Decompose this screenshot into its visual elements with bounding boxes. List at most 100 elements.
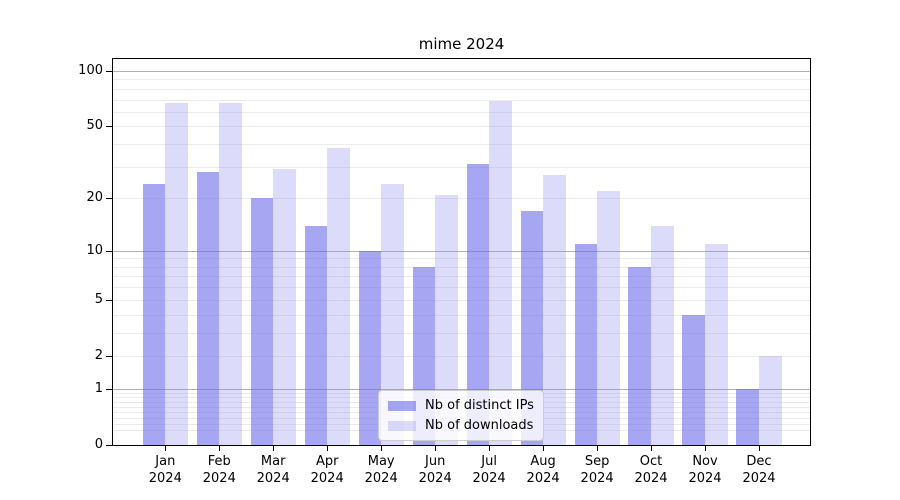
legend-swatch-distinct-ips xyxy=(388,400,416,411)
x-tick-month: Jun xyxy=(425,454,446,469)
x-tick-label: Apr 2024 xyxy=(297,453,357,487)
y-tick-mark xyxy=(106,388,113,390)
x-tick-mark xyxy=(219,445,221,451)
bar-distinct-ips xyxy=(304,225,328,445)
x-tick-mark xyxy=(543,445,545,451)
x-tick-month: Jul xyxy=(481,454,497,469)
x-tick-mark xyxy=(759,445,760,451)
x-tick-year: 2024 xyxy=(202,471,236,486)
y-tick-label: 50 xyxy=(86,118,103,134)
legend-entry-distinct-ips: Nb of distinct IPs xyxy=(388,398,534,413)
x-tick-mark xyxy=(705,445,706,451)
x-tick-mark xyxy=(273,445,275,451)
x-tick-year: 2024 xyxy=(310,471,344,486)
x-tick-label: Dec 2024 xyxy=(729,453,789,487)
x-tick-month: May xyxy=(367,454,395,469)
bar-downloads xyxy=(273,169,296,445)
bar-distinct-ips xyxy=(196,172,220,445)
minor-gridline xyxy=(113,299,810,301)
y-tick-label: 2 xyxy=(94,348,103,363)
x-tick-label: Jun 2024 xyxy=(405,453,465,487)
minor-gridline xyxy=(113,126,810,128)
y-tick-label: 20 xyxy=(86,190,103,206)
minor-gridline xyxy=(113,88,810,90)
y-tick-label: 10 xyxy=(86,242,103,258)
x-tick-label: Oct 2024 xyxy=(621,453,681,487)
x-tick-mark xyxy=(489,445,491,451)
x-tick-mark xyxy=(165,445,167,451)
bar-downloads xyxy=(435,194,458,445)
bar-distinct-ips xyxy=(736,388,759,445)
legend-entry-downloads: Nb of downloads xyxy=(388,418,534,433)
bar-distinct-ips xyxy=(142,184,166,445)
x-tick-year: 2024 xyxy=(526,471,560,486)
chart-title: mime 2024 xyxy=(418,35,505,53)
minor-gridline xyxy=(113,166,810,168)
plot-area: 100 50 20 10 5 2 1 0 Jan 2024 Feb 2024 Mar 2024 Apr 202… xyxy=(78,58,811,486)
x-tick-month: Mar xyxy=(260,454,286,469)
bar-downloads xyxy=(651,225,674,445)
x-tick-label: Mar 2024 xyxy=(243,453,303,487)
major-gridline xyxy=(113,250,810,252)
bar-downloads xyxy=(705,243,728,445)
bar-downloads xyxy=(543,174,566,445)
y-tick-mark xyxy=(106,70,113,72)
minor-gridline xyxy=(113,266,810,268)
x-tick-label: Sep 2024 xyxy=(567,453,627,487)
bar-downloads xyxy=(165,103,188,445)
minor-gridline xyxy=(113,111,810,113)
bar-downloads xyxy=(759,356,782,445)
bar-downloads xyxy=(327,148,350,445)
legend-swatch-downloads xyxy=(388,420,416,431)
x-tick-mark xyxy=(435,445,437,451)
minor-gridline xyxy=(113,99,810,101)
x-tick-month: Oct xyxy=(639,454,663,469)
x-tick-year: 2024 xyxy=(742,471,776,486)
x-tick-month: Feb xyxy=(207,454,231,469)
bar-downloads xyxy=(597,190,620,445)
x-tick-month: Sep xyxy=(584,454,610,469)
minor-gridline xyxy=(113,287,810,289)
x-tick-month: Nov xyxy=(692,454,718,469)
x-tick-label: Feb 2024 xyxy=(189,453,249,487)
minor-gridline xyxy=(113,198,810,200)
legend: Nb of distinct IPs Nb of downloads xyxy=(378,390,544,441)
bar-downloads xyxy=(489,100,512,445)
y-tick-label: 1 xyxy=(94,380,103,396)
y-tick-mark xyxy=(106,250,113,252)
legend-label-distinct-ips: Nb of distinct IPs xyxy=(425,398,534,413)
x-tick-month: Apr xyxy=(315,454,339,469)
x-tick-mark xyxy=(381,445,383,451)
y-tick-label: 0 xyxy=(94,437,103,452)
minor-gridline xyxy=(113,79,810,81)
major-gridline xyxy=(113,70,810,72)
bar-distinct-ips xyxy=(574,243,598,445)
minor-gridline xyxy=(113,356,810,357)
x-tick-mark xyxy=(597,445,599,451)
x-tick-mark xyxy=(327,445,329,451)
y-tick-label: 100 xyxy=(78,62,103,78)
major-gridline xyxy=(113,388,810,390)
y-tick-label: 5 xyxy=(94,291,103,307)
x-tick-label: May 2024 xyxy=(351,453,411,487)
x-tick-year: 2024 xyxy=(364,471,398,486)
bar-distinct-ips xyxy=(466,164,490,445)
y-tick-mark xyxy=(106,299,113,301)
bar-distinct-ips xyxy=(682,314,705,445)
minor-gridline xyxy=(113,314,810,316)
x-tick-year: 2024 xyxy=(148,471,182,486)
x-tick-label: Jan 2024 xyxy=(135,453,195,487)
x-tick-year: 2024 xyxy=(256,471,290,486)
minor-gridline xyxy=(113,258,810,260)
minor-gridline xyxy=(113,332,810,334)
x-tick-mark xyxy=(651,445,652,451)
bar-downloads xyxy=(381,184,404,445)
legend-label-downloads: Nb of downloads xyxy=(425,418,534,433)
x-tick-year: 2024 xyxy=(472,471,506,486)
x-tick-month: Aug xyxy=(530,454,556,469)
x-tick-year: 2024 xyxy=(580,471,614,486)
minor-gridline xyxy=(113,144,810,145)
x-tick-year: 2024 xyxy=(418,471,452,486)
x-tick-label: Jul 2024 xyxy=(459,453,519,487)
